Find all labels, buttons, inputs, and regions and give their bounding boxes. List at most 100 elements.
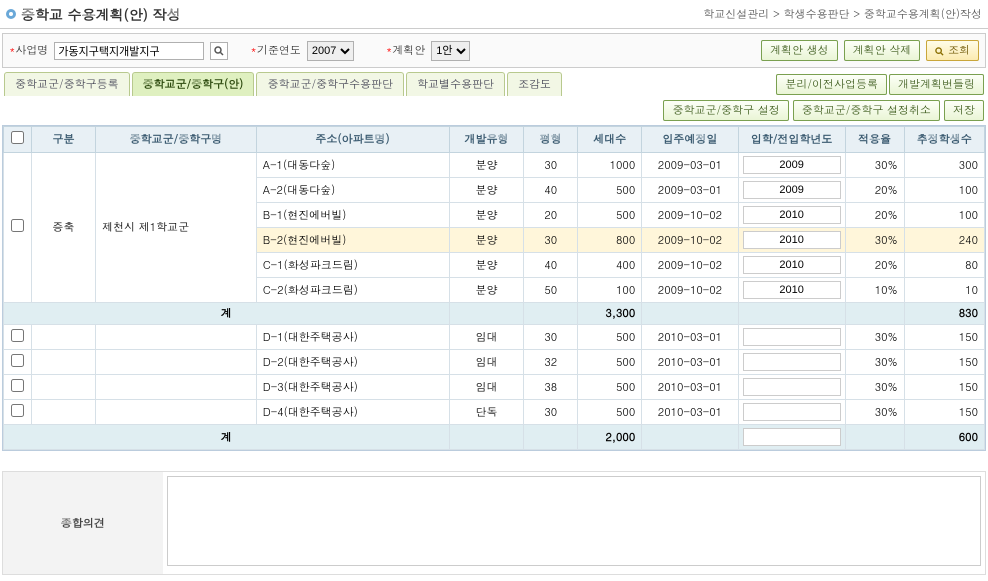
cell-hh: 500 <box>578 400 642 425</box>
subtotal-hh: 3,300 <box>578 303 642 325</box>
save-button[interactable]: 저장 <box>944 100 984 121</box>
bundle-button[interactable]: 개발계획번들링 <box>889 74 984 95</box>
cell-hh: 500 <box>578 325 642 350</box>
cell-year <box>738 203 845 228</box>
biz-input[interactable] <box>54 42 204 60</box>
cell-date: 2009-03-01 <box>642 178 738 203</box>
cell-hh: 800 <box>578 228 642 253</box>
row-checkbox[interactable] <box>11 329 24 342</box>
cell-type: 분양 <box>449 203 524 228</box>
split-button[interactable]: 분리/이전사업등록 <box>776 74 887 95</box>
col-addr: 주소(아파트명) <box>256 127 449 153</box>
col-type: 개발유형 <box>449 127 524 153</box>
cell-rate: 30% <box>845 350 904 375</box>
col-rate: 적용율 <box>845 127 904 153</box>
year-input[interactable] <box>743 206 841 224</box>
cell-date: 2009-10-02 <box>642 278 738 303</box>
plan-label: 계획안 <box>386 43 425 58</box>
year-input[interactable] <box>743 353 841 371</box>
create-plan-button[interactable]: 계획안 생성 <box>761 40 838 61</box>
cell-est: 150 <box>904 350 984 375</box>
cell-addr: C-1(화성파크드림) <box>256 253 449 278</box>
tab-register[interactable]: 중학교군/중학구등록 <box>4 72 130 96</box>
year-select[interactable]: 2007 <box>307 41 354 61</box>
cell-date: 2009-10-02 <box>642 253 738 278</box>
row-checkbox[interactable] <box>11 219 24 232</box>
plan-select[interactable]: 1안 <box>431 41 470 61</box>
tab-plan[interactable]: 중학교군/중학구(안) <box>132 72 255 96</box>
biz-label: 사업명 <box>9 43 48 58</box>
cell-type: 분양 <box>449 153 524 178</box>
tab-school[interactable]: 학교별수용판단 <box>406 72 505 96</box>
cell-type: 분양 <box>449 253 524 278</box>
table-row: 증축제천시 제1학교군A-1(대동다숲)분양3010002009-03-0130… <box>4 153 985 178</box>
cell-est: 100 <box>904 203 984 228</box>
cell-year <box>738 375 845 400</box>
cell-district <box>96 375 257 400</box>
cell-gubun: 증축 <box>31 153 95 303</box>
set-district-button[interactable]: 중학교군/중학구 설정 <box>663 100 788 121</box>
tab-view[interactable]: 조감도 <box>507 72 562 96</box>
year-input[interactable] <box>743 256 841 274</box>
cell-year <box>738 178 845 203</box>
cell-py: 30 <box>524 325 578 350</box>
row-checkbox[interactable] <box>11 404 24 417</box>
cell-py: 30 <box>524 153 578 178</box>
cell-rate: 10% <box>845 278 904 303</box>
cell-addr: D-1(대한주택공사) <box>256 325 449 350</box>
tabs-row: 중학교군/중학구등록 중학교군/중학구(안) 중학교군/중학구수용판단 학교별수… <box>0 72 988 96</box>
cell-hh: 500 <box>578 203 642 228</box>
cancel-district-button[interactable]: 중학교군/중학구 설정취소 <box>793 100 940 121</box>
cell-year <box>738 278 845 303</box>
select-all-checkbox[interactable] <box>11 131 24 144</box>
cell-addr: A-2(대동다숲) <box>256 178 449 203</box>
subtotal-est: 600 <box>904 425 984 450</box>
year-input[interactable] <box>743 428 841 446</box>
row-chk <box>4 350 32 375</box>
magnify-icon <box>935 47 944 56</box>
cell-addr: D-3(대한주택공사) <box>256 375 449 400</box>
year-input[interactable] <box>743 231 841 249</box>
cell-py: 40 <box>524 253 578 278</box>
tab-judge[interactable]: 중학교군/중학구수용판단 <box>256 72 404 96</box>
year-label: 기준연도 <box>250 43 300 58</box>
cell-gubun <box>31 375 95 400</box>
col-est: 추정학생수 <box>904 127 984 153</box>
col-hh: 세대수 <box>578 127 642 153</box>
year-input[interactable] <box>743 328 841 346</box>
cell-date: 2009-03-01 <box>642 153 738 178</box>
cell-rate: 30% <box>845 400 904 425</box>
cell-addr: A-1(대동다숲) <box>256 153 449 178</box>
cell-district <box>96 400 257 425</box>
cell-date: 2010-03-01 <box>642 350 738 375</box>
col-gubun: 구분 <box>31 127 95 153</box>
row-checkbox[interactable] <box>11 354 24 367</box>
cell-py: 30 <box>524 400 578 425</box>
cell-type: 임대 <box>449 375 524 400</box>
cell-date: 2010-03-01 <box>642 325 738 350</box>
cell-district <box>96 350 257 375</box>
cell-date: 2010-03-01 <box>642 375 738 400</box>
cell-date: 2010-03-01 <box>642 400 738 425</box>
year-input[interactable] <box>743 181 841 199</box>
search-button[interactable]: 조회 <box>926 40 979 61</box>
year-input[interactable] <box>743 281 841 299</box>
cell-year <box>738 325 845 350</box>
cell-hh: 500 <box>578 178 642 203</box>
row-checkbox[interactable] <box>11 379 24 392</box>
year-input[interactable] <box>743 403 841 421</box>
grid-wrap: 구분 중학교군/중학구명 주소(아파트명) 개발유형 평형 세대수 입주예정일 … <box>2 125 986 451</box>
cell-py: 50 <box>524 278 578 303</box>
page-title: 중학교 수용계획(안) 작성 <box>21 4 181 24</box>
year-input[interactable] <box>743 156 841 174</box>
table-row: D-2(대한주택공사)임대325002010-03-0130%150 <box>4 350 985 375</box>
cell-py: 20 <box>524 203 578 228</box>
opinion-textarea[interactable] <box>167 476 981 566</box>
year-input[interactable] <box>743 378 841 396</box>
delete-plan-button[interactable]: 계획안 삭제 <box>844 40 921 61</box>
search-icon-btn[interactable] <box>210 42 228 60</box>
subtotal-hh: 2,000 <box>578 425 642 450</box>
cell-rate: 20% <box>845 178 904 203</box>
cell-est: 10 <box>904 278 984 303</box>
cell-py: 38 <box>524 375 578 400</box>
